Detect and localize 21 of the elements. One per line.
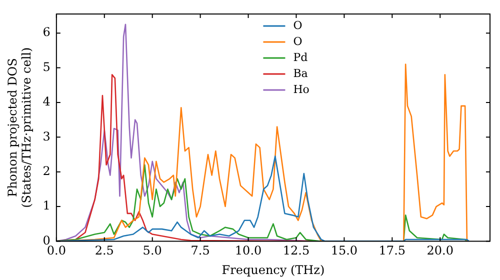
x-tick-label: 7.5: [190, 244, 210, 258]
x-tick-label: 17.5: [378, 244, 406, 258]
y-tick-label: 4: [42, 94, 51, 109]
x-tick-label: 12.5: [282, 244, 310, 258]
y-tick-label: 3: [42, 129, 50, 144]
legend-label: Ba: [293, 66, 308, 80]
x-axis-title: Frequency (THz): [222, 262, 325, 277]
x-tick-label: 15.0: [330, 244, 358, 258]
legend-label: O: [293, 18, 302, 32]
x-tick-label: 2.5: [94, 244, 114, 258]
y-tick-label: 6: [42, 25, 50, 40]
x-tick-label: 5.0: [142, 244, 162, 258]
legend-label: O: [293, 34, 302, 48]
y-axis-title: Phonon projected DOS (States/THz·primitive cell): [5, 47, 34, 208]
y-tick-label: 5: [42, 60, 50, 74]
y-tick-label: 1: [42, 198, 50, 213]
legend-label: Pd: [293, 50, 308, 64]
legend-label: Ho: [293, 82, 310, 96]
x-tick-label: 10.0: [234, 244, 262, 258]
x-tick-label: 20.0: [426, 244, 454, 258]
y-tick-label: 2: [42, 164, 50, 178]
